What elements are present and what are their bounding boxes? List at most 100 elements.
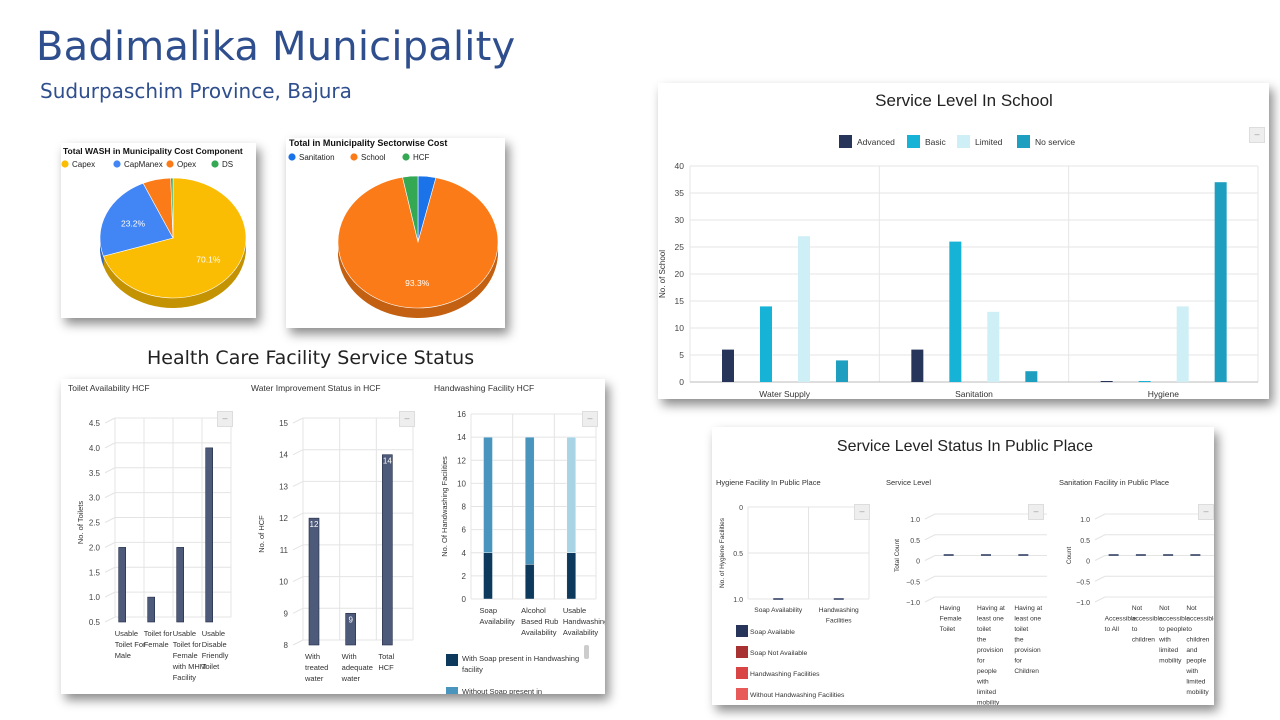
chart-menu-icon[interactable]: –	[1028, 504, 1044, 520]
y-tick-label: 1.0	[910, 517, 920, 524]
legend-label: Without Soap present in	[462, 687, 542, 694]
legend-label: Handwashing Facilities	[750, 671, 820, 678]
y-tick-label: 20	[675, 269, 685, 279]
x-tick-label: Usable Handwashing Availability	[563, 606, 605, 637]
y-tick-label: 13	[279, 482, 288, 491]
legend-marker	[736, 625, 748, 637]
legend-label: Limited	[975, 137, 1003, 147]
y-axis-label: No. Of Handwashing Facilities	[440, 456, 449, 557]
legend-label: Sanitation	[299, 153, 335, 162]
y-tick-label: 2.0	[89, 543, 101, 552]
school-service-level-chart: Service Level In School Advanced Basic Lim…	[658, 91, 1259, 399]
bar	[1176, 306, 1189, 382]
y-axis-label: No. of Hygiene Facilities	[719, 517, 726, 588]
y-tick-label: 11	[280, 546, 289, 555]
y-tick-label: −0.5	[1076, 579, 1090, 586]
gridline	[292, 480, 304, 487]
y-tick-label: 9	[284, 609, 289, 618]
chart-menu-icon[interactable]: –	[1198, 504, 1214, 520]
y-tick-label: 12	[457, 456, 466, 465]
legend-label: Advanced	[857, 137, 895, 147]
chart-menu-icon[interactable]: –	[399, 411, 415, 427]
y-tick-label: 10	[675, 323, 685, 333]
y-tick-label: 4.5	[89, 419, 101, 428]
legend-marker	[839, 135, 852, 148]
chart-title: Total in Municipality Sectorwise Cost	[289, 138, 447, 148]
legend-scrollbar	[584, 645, 589, 659]
bar	[836, 360, 848, 382]
bar	[987, 311, 1000, 382]
y-tick-label: 30	[675, 215, 685, 225]
legend-marker	[907, 135, 920, 148]
y-axis-label: No. of Toilets	[76, 501, 85, 544]
bar	[1025, 371, 1038, 382]
pie-slice	[99, 182, 174, 257]
legend-label: Capex	[72, 160, 95, 169]
y-tick-label: 6	[462, 526, 467, 535]
chart-title: Total WASH in Municipality Cost Componen…	[63, 146, 243, 156]
bar	[1138, 381, 1151, 382]
bar	[345, 612, 356, 646]
bar	[760, 306, 772, 382]
y-tick-label: 0	[1086, 559, 1090, 566]
y-tick-label: 14	[457, 433, 466, 442]
y-tick-label: 4.0	[89, 444, 101, 453]
y-tick-label: 2	[462, 572, 467, 581]
gridline	[1094, 513, 1106, 520]
y-tick-label: 3.5	[89, 469, 101, 478]
legend-marker	[736, 688, 748, 700]
public-place-heading: Service Level Status In Public Place	[837, 438, 1093, 455]
y-tick-label: 1.5	[89, 568, 101, 577]
legend-label: No service	[1035, 137, 1075, 147]
bar	[566, 552, 577, 600]
y-tick-label: 16	[457, 410, 466, 419]
y-tick-label: 0	[739, 505, 743, 512]
x-tick-label: Not accessible to people with limited mobilit…	[1158, 605, 1190, 665]
x-tick-label: Water Supply	[759, 389, 810, 399]
bar	[118, 547, 127, 623]
bar	[1100, 381, 1113, 382]
chart-menu-icon[interactable]: –	[1249, 127, 1265, 143]
x-tick-label: Notaccessibletochildrenandpeoplewithlimi…	[1185, 605, 1214, 696]
x-tick-label: Having at least one toilet the provision for p…	[976, 605, 1005, 705]
chart-menu-icon[interactable]: –	[582, 411, 598, 427]
chart-title: Service Level	[886, 478, 931, 487]
x-tick-label: Not accessible to children	[1132, 605, 1163, 644]
bar	[566, 436, 577, 553]
public-place-charts: Service Level Status In Public Place Hyg…	[716, 438, 1214, 705]
y-tick-label: 0	[679, 377, 684, 387]
chart-title: Hygiene Facility In Public Place	[716, 478, 821, 487]
x-tick-label: Soap Availability	[754, 607, 803, 614]
gridline	[1094, 534, 1106, 541]
gridline	[104, 467, 116, 474]
pie-slice	[103, 177, 247, 299]
bar	[382, 454, 393, 646]
legend-marker	[402, 153, 410, 161]
y-tick-label: 40	[675, 161, 685, 171]
hcf-section-heading: Health Care Facility Service Status	[147, 347, 475, 369]
x-tick-label: Usable Toilet For Male	[115, 629, 146, 660]
chart-menu-icon[interactable]: –	[217, 411, 233, 427]
y-tick-label: 14	[279, 451, 288, 460]
gridline	[292, 449, 304, 456]
bar	[1214, 182, 1227, 382]
bar	[308, 517, 320, 646]
chart-menu-icon[interactable]: –	[854, 504, 870, 520]
y-tick-label: −1.0	[906, 600, 920, 607]
gridline	[104, 517, 116, 523]
y-tick-label: 1.0	[733, 597, 743, 604]
legend-label: Soap Available	[750, 629, 795, 636]
gridline	[924, 513, 936, 520]
legend-marker	[446, 654, 458, 666]
y-tick-label: 15	[675, 296, 685, 306]
y-tick-label: 8	[284, 641, 289, 650]
gridline	[104, 417, 116, 424]
bar	[722, 349, 734, 382]
x-tick-label: Toilet for Female	[144, 629, 173, 649]
x-tick-label: Hygiene	[1148, 389, 1179, 399]
gridline	[104, 591, 116, 598]
y-tick-label: 0	[462, 595, 467, 604]
school-service-level-card: Service Level In School Advanced Basic Lim…	[658, 83, 1269, 399]
gridline	[104, 492, 116, 499]
gridline	[292, 417, 304, 424]
